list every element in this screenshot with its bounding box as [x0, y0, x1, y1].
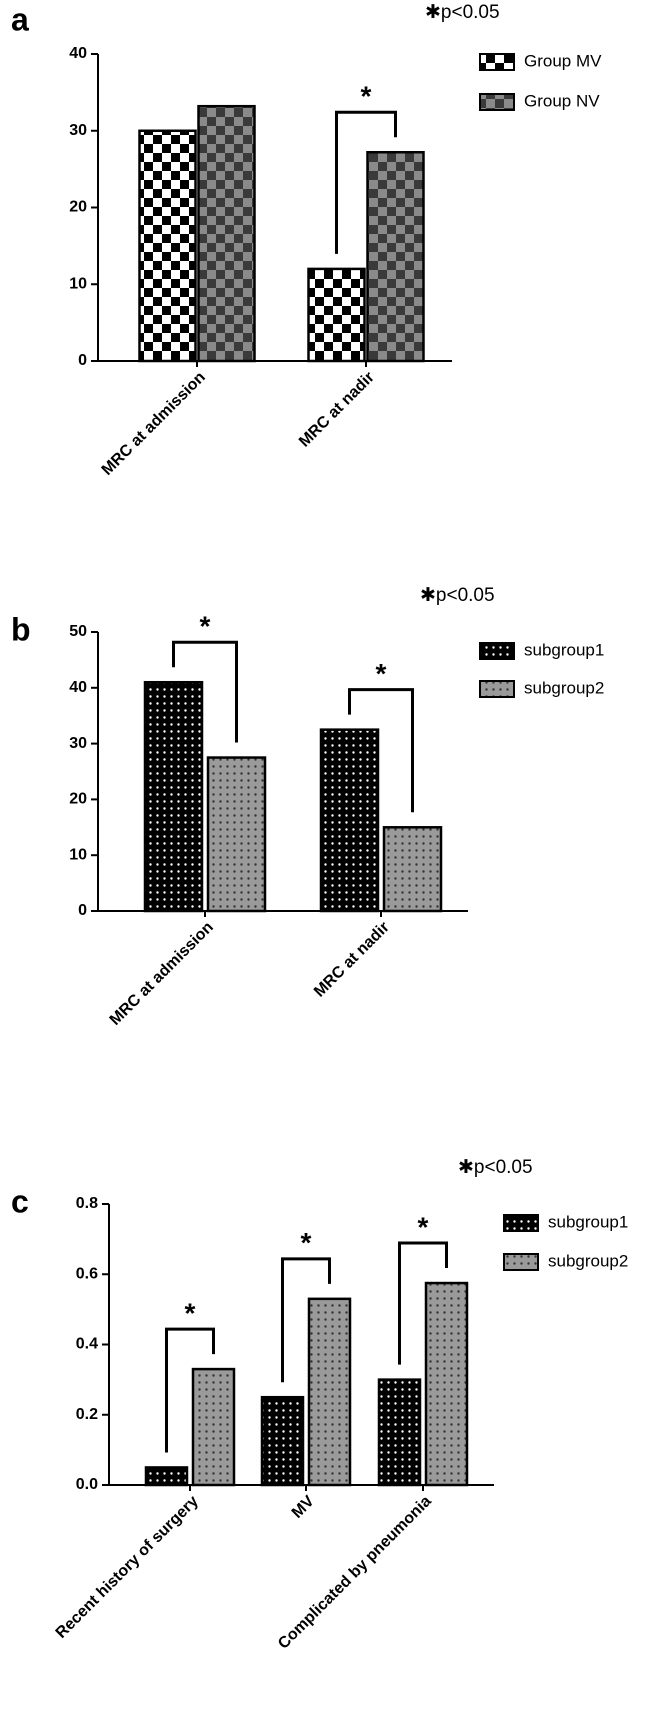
- bar: [424, 1281, 469, 1487]
- significance-star: *: [301, 1227, 312, 1258]
- legend-swatch: [479, 93, 515, 111]
- significance-star: *: [376, 658, 387, 689]
- bar: [144, 1466, 189, 1487]
- x-tick-label: MV: [289, 1493, 318, 1522]
- significance-star: *: [200, 611, 211, 642]
- y-tick-label: 20: [69, 791, 87, 808]
- y-tick-label: 20: [69, 199, 87, 216]
- significance-star: *: [418, 1211, 429, 1242]
- x-tick-label: MRC at nadir: [311, 919, 393, 1001]
- y-tick-label: 30: [69, 122, 87, 139]
- y-tick-label: 0.8: [76, 1195, 98, 1212]
- bar: [382, 826, 443, 913]
- bar: [319, 728, 380, 913]
- significance-note: ✱p<0.05: [425, 2, 500, 23]
- legend-swatch: [479, 53, 515, 71]
- legend-label: Group MV: [524, 51, 602, 70]
- bar: [197, 104, 256, 363]
- y-tick-label: 10: [69, 846, 87, 863]
- bar: [191, 1367, 236, 1487]
- significance-bracket: [281, 1257, 331, 1383]
- legend-swatch: [503, 1214, 539, 1232]
- panel-letter: c: [11, 1183, 29, 1219]
- x-tick-label: MRC at admission: [107, 919, 217, 1029]
- bar: [260, 1395, 305, 1487]
- significance-bracket: [165, 1327, 215, 1453]
- legend-label: subgroup2: [548, 1251, 628, 1270]
- y-tick-label: 0.6: [76, 1265, 98, 1282]
- y-tick-label: 0.0: [76, 1476, 98, 1493]
- y-tick-label: 0.2: [76, 1406, 98, 1423]
- y-tick-label: 0.4: [76, 1336, 98, 1353]
- bar: [307, 1297, 352, 1487]
- y-tick-label: 30: [69, 735, 87, 752]
- legend-label: subgroup1: [524, 640, 604, 659]
- panel-letter: a: [11, 1, 29, 37]
- significance-bracket: [335, 110, 397, 254]
- significance-bracket: [172, 640, 238, 743]
- bar: [143, 680, 204, 913]
- significance-bracket: [398, 1241, 448, 1365]
- legend-swatch: [479, 642, 515, 660]
- x-tick-label: MRC at admission: [99, 369, 209, 479]
- legend-label: Group NV: [524, 91, 600, 110]
- legend-swatch: [503, 1253, 539, 1271]
- significance-star: *: [185, 1297, 196, 1328]
- significance-star: *: [361, 81, 372, 112]
- y-tick-label: 10: [69, 275, 87, 292]
- bar: [138, 129, 197, 363]
- legend-label: subgroup2: [524, 678, 604, 697]
- legend-label: subgroup1: [548, 1212, 628, 1231]
- y-tick-label: 0: [78, 352, 87, 369]
- bar: [377, 1378, 422, 1487]
- significance-bracket: [348, 688, 414, 813]
- bar: [366, 150, 425, 363]
- y-tick-label: 0: [78, 902, 87, 919]
- y-tick-label: 40: [69, 45, 87, 62]
- y-tick-label: 40: [69, 679, 87, 696]
- significance-note: ✱p<0.05: [420, 585, 495, 606]
- x-tick-label: MRC at nadir: [296, 369, 378, 451]
- bar: [307, 267, 366, 363]
- significance-note: ✱p<0.05: [458, 1157, 533, 1178]
- y-tick-label: 50: [69, 623, 87, 640]
- bar: [206, 756, 267, 913]
- panel-letter: b: [11, 611, 31, 647]
- legend-swatch: [479, 680, 515, 698]
- x-tick-label: Recent history of surgery: [53, 1493, 202, 1642]
